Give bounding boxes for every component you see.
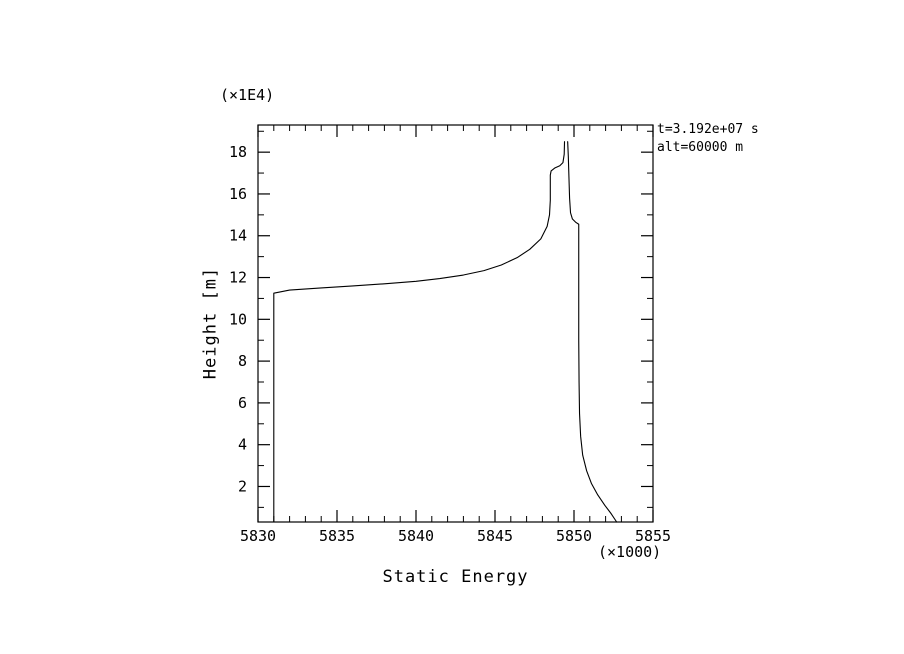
y-tick-label: 8 [238, 352, 247, 370]
x-tick-label: 5855 [635, 527, 671, 545]
y-tick-label: 6 [238, 394, 247, 412]
y-tick-label: 16 [229, 185, 247, 203]
y-tick-label: 10 [229, 310, 247, 328]
x-tick-label: 5850 [556, 527, 592, 545]
y-tick-label: 4 [238, 436, 247, 454]
x-scale-note: (×1000) [598, 543, 662, 561]
y-axis-label: Height [m] [200, 266, 221, 380]
x-tick-label: 5845 [477, 527, 513, 545]
y-tick-label: 14 [229, 227, 247, 245]
annotation-time: t=3.192e+07 s [657, 122, 759, 137]
y-scale-note: (×1E4) [220, 86, 275, 104]
x-axis-label: Static Energy [382, 567, 529, 587]
x-tick-label: 5830 [240, 527, 276, 545]
right-profile-curve [567, 141, 618, 523]
y-tick-label: 18 [229, 143, 247, 161]
plot-frame [257, 124, 654, 523]
left-profile-curve [273, 141, 566, 523]
x-tick-label: 5840 [398, 527, 434, 545]
x-tick-label: 5835 [319, 527, 355, 545]
y-tick-label: 2 [238, 477, 247, 495]
annotation-altitude: alt=60000 m [657, 140, 744, 155]
y-tick-label: 12 [229, 269, 247, 287]
